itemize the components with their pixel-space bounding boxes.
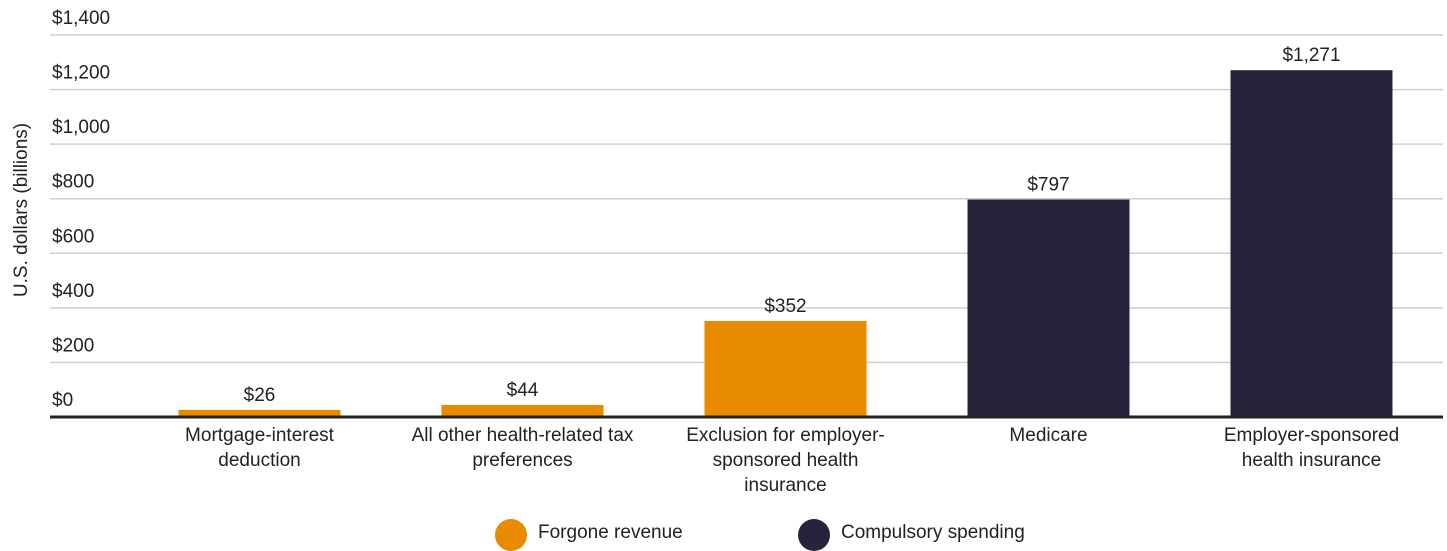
bar bbox=[178, 409, 341, 417]
bar bbox=[704, 320, 867, 417]
bar bbox=[1230, 70, 1393, 417]
x-tick-label: Employer-sponsored health insurance bbox=[1223, 425, 1400, 471]
x-tick-label: Mortgage-interest deduction bbox=[185, 425, 334, 471]
y-tick-label: $800 bbox=[52, 172, 94, 193]
value-label: $26 bbox=[244, 385, 276, 406]
legend-swatch bbox=[495, 519, 527, 551]
legend-label: Compulsory spending bbox=[841, 522, 1025, 543]
legend-label: Forgone revenue bbox=[538, 522, 683, 543]
value-label: $44 bbox=[507, 380, 539, 401]
y-tick-label: $1,000 bbox=[52, 117, 110, 138]
x-tick-label: All other health-related tax preferences bbox=[411, 425, 634, 471]
value-label: $797 bbox=[1027, 175, 1069, 196]
legend-swatch bbox=[798, 519, 830, 551]
y-tick-label: $0 bbox=[52, 390, 73, 411]
bar bbox=[441, 404, 604, 417]
y-axis-label: U.S. dollars (billions) bbox=[11, 123, 32, 297]
bar bbox=[967, 199, 1130, 417]
value-label: $352 bbox=[764, 296, 806, 317]
y-tick-label: $200 bbox=[52, 335, 94, 356]
x-tick-label: Exclusion for employer-sponsored health … bbox=[686, 425, 885, 496]
y-tick-label: $600 bbox=[52, 226, 94, 247]
y-tick-label: $1,200 bbox=[52, 63, 110, 84]
value-label: $1,271 bbox=[1282, 45, 1340, 66]
y-tick-label: $400 bbox=[52, 281, 94, 302]
x-tick-label: Medicare bbox=[1009, 425, 1088, 446]
y-tick-label: $1,400 bbox=[52, 8, 110, 29]
